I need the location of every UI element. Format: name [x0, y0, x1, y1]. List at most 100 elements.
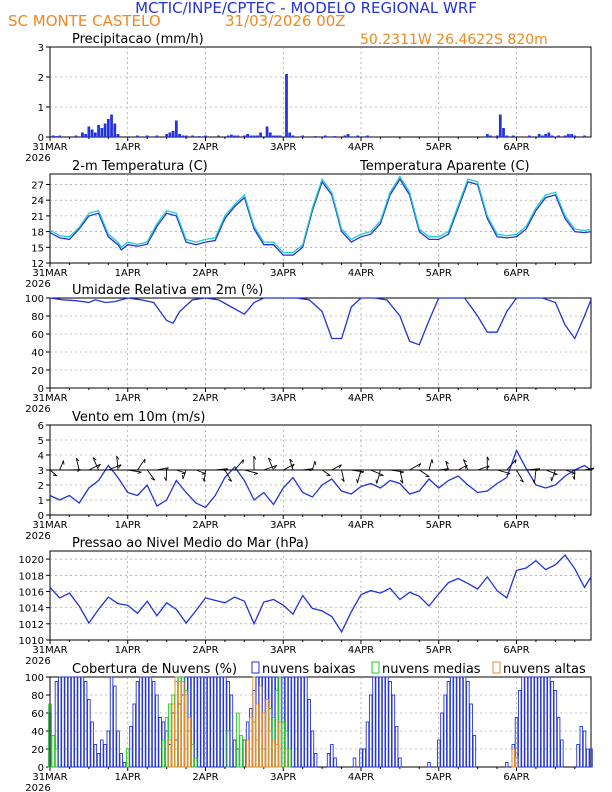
y-tick-label: 20 — [31, 366, 44, 377]
legend-swatch — [251, 661, 260, 674]
wind-barb-head — [289, 458, 293, 463]
x-tick-label: 3APR — [270, 645, 296, 656]
precip-bar — [255, 135, 259, 137]
y-tick-label: 6 — [38, 421, 44, 432]
x-tick-label: 6APR — [503, 142, 529, 153]
cloud-bar-low — [103, 744, 107, 768]
wind-barb — [59, 460, 64, 471]
station-name: SC MONTE CASTELO — [8, 12, 161, 30]
cloud-bar-low — [456, 676, 460, 768]
cloud-bar-high — [265, 699, 269, 768]
y-tick-label: 1012 — [19, 620, 44, 631]
y-tick-label: 40 — [31, 348, 44, 359]
panel-frame — [49, 550, 592, 641]
cloud-bar-low — [560, 739, 564, 768]
cloud-bar-low — [304, 676, 308, 768]
cloud-bar-low — [93, 744, 98, 768]
precip-bar — [563, 135, 567, 137]
precip-bar — [116, 134, 120, 137]
wind-barb-head — [253, 455, 257, 460]
cloud-bar-low — [550, 681, 554, 768]
x-year-label: 2026 — [25, 783, 50, 792]
wind-barb-head — [360, 471, 365, 474]
cloud-bar-low — [398, 757, 402, 768]
cloud-bar-medium — [281, 721, 285, 768]
cloud-bar-low — [446, 681, 451, 768]
cloud-bar-low — [64, 676, 68, 768]
cloud-bar-low — [109, 676, 114, 768]
cloud-bar-low — [436, 739, 441, 768]
legend-swatch — [492, 661, 501, 674]
cloud-bar-low — [388, 681, 392, 768]
wind-barb — [263, 465, 277, 471]
y-tick-label: 40 — [31, 727, 44, 738]
precip-bar — [171, 131, 175, 137]
cloud-bar-medium — [48, 703, 52, 768]
cloud-bar-low — [148, 676, 153, 768]
x-tick-label: 31MAR — [32, 645, 67, 656]
cloud-bar-low — [223, 676, 227, 768]
precip-bar — [343, 135, 347, 137]
y-tick-label: 80 — [31, 312, 44, 323]
x-tick-label: 31MAR — [32, 520, 67, 531]
wind-barb-head — [506, 473, 511, 475]
wind-barb-head — [202, 477, 205, 482]
wind-barb — [49, 469, 58, 477]
wind-barb — [545, 469, 558, 475]
cloud-bar-low — [530, 676, 535, 768]
wind-barb — [182, 469, 187, 480]
cloud-bar-low — [586, 748, 590, 768]
cloud-bar-high — [177, 681, 182, 768]
panel-title: Cobertura de Nuvens (%) — [72, 662, 237, 677]
legend-swatch — [371, 661, 380, 674]
wind-barb — [88, 463, 101, 471]
precip-bar — [265, 126, 269, 137]
cloud-bar-low — [87, 699, 91, 768]
cloud-bar-low — [216, 676, 221, 768]
x-year-label: 2026 — [25, 153, 50, 164]
wind-barb-head — [228, 478, 232, 482]
wind-barb-head — [253, 473, 259, 475]
panel-title: 2-m Temperatura (C) — [72, 159, 208, 174]
y-tick-label: 15 — [31, 243, 44, 254]
precip-bar — [181, 135, 185, 137]
cloud-bar-medium — [226, 730, 230, 768]
cloud-bar-medium — [194, 757, 198, 768]
wind-barb-head — [550, 477, 553, 482]
wind-barb-head — [519, 479, 524, 483]
cloud-bar-low — [294, 676, 298, 768]
precip-bar — [174, 120, 178, 137]
panel-slp: 1010 1012 1014 1016 1018 1020 31MAR 1APR 2APR 3AP… — [19, 536, 592, 667]
precip-bar — [541, 135, 544, 137]
cloud-bar-low — [375, 676, 379, 768]
x-tick-label: 4APR — [348, 142, 374, 153]
cloud-bar-low — [368, 694, 373, 768]
precip-bar — [165, 134, 168, 137]
y-tick-label: 24 — [31, 196, 44, 207]
y-tick-label: 4 — [38, 451, 44, 462]
cloud-bar-high — [258, 685, 263, 768]
cloud-bar-low — [291, 676, 295, 768]
cloud-bar-low — [365, 721, 370, 768]
precip-bar — [58, 135, 62, 137]
x-tick-label: 31MAR — [32, 393, 67, 404]
wind-barb-head — [431, 459, 434, 464]
cloud-bar-low — [466, 681, 470, 768]
cloud-bar-low — [194, 676, 198, 768]
y-tick-label: 1016 — [19, 587, 44, 598]
cloud-bar-high — [278, 721, 282, 768]
precip-bar — [268, 132, 272, 137]
precip-bar — [103, 123, 107, 137]
wind-barb-head — [242, 459, 245, 464]
y-tick-label: 3 — [38, 466, 44, 477]
cloud-bar-low — [469, 703, 473, 768]
precip-bar — [226, 135, 230, 137]
cloud-bar-low — [67, 676, 72, 768]
wind-barb — [376, 469, 381, 484]
cloud-bar-low — [472, 735, 477, 768]
cloud-bar-low — [576, 744, 580, 768]
wind-barb — [289, 458, 294, 471]
precip-bar — [498, 114, 502, 137]
x-tick-label: 31MAR — [32, 268, 67, 279]
precip-bar — [495, 135, 499, 137]
